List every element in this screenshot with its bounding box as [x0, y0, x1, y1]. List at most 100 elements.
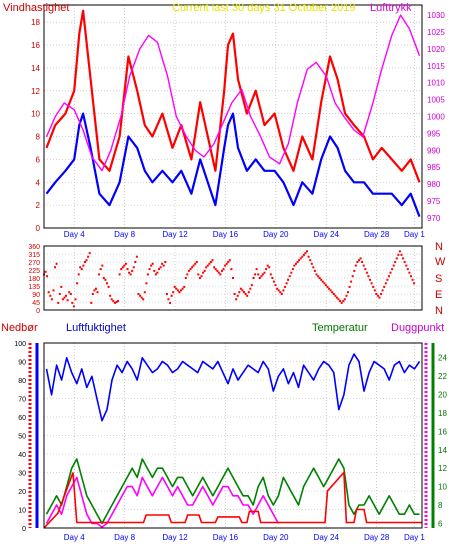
- wind-direction-point: [58, 293, 61, 295]
- wind-direction-point: [118, 273, 121, 276]
- wind-direction-point: [313, 269, 316, 272]
- y-tick-label-right: 980: [427, 180, 441, 189]
- wind-direction-point: [326, 285, 329, 288]
- precipitation-series: [43, 470, 422, 529]
- wind-direction-point: [309, 259, 312, 262]
- wind-direction-point: [169, 301, 171, 304]
- wind-direction-point: [54, 266, 56, 269]
- y-tick-label-right: 985: [427, 163, 441, 172]
- wind-direction-point: [239, 287, 242, 290]
- wind-direction-point: [307, 255, 310, 258]
- wind-direction-point: [165, 293, 168, 295]
- x-tick-label: Day 16: [213, 230, 239, 239]
- wind-direction-point: [279, 291, 282, 294]
- wind-direction-point: [115, 301, 118, 303]
- wind-direction-point: [263, 271, 266, 274]
- wind-direction-point: [134, 261, 137, 263]
- wind-direction-point: [296, 261, 299, 263]
- wind-direction-point: [373, 289, 376, 292]
- humidity-panel-x-ticks: Day 4 Day 8 Day 12 Day 16 Day 20 Day 24 Day 28…: [64, 533, 426, 542]
- wind-direction-point: [126, 268, 129, 271]
- wind-direction-point: [394, 261, 397, 263]
- wind-direction-point: [113, 301, 116, 304]
- wind-direction-point: [387, 275, 390, 278]
- wind-direction-point: [386, 278, 389, 281]
- wind-direction-point: [57, 301, 60, 304]
- y-tick-label-right: 1010: [427, 79, 445, 88]
- wind-direction-point: [123, 264, 126, 267]
- wind-direction-point: [359, 257, 362, 260]
- wind-direction-point: [189, 268, 192, 271]
- wind-direction-point: [132, 266, 135, 269]
- wind-direction-point: [91, 293, 94, 295]
- wind-panel-x-ticks: Day 4 Day 8 Day 12 Day 16 Day 20 Day 24 Day 28…: [64, 230, 426, 239]
- compass-label: N: [435, 305, 443, 317]
- wind-direction-point: [61, 298, 64, 301]
- x-tick-label: Day 1: [404, 230, 425, 239]
- wind-direction-point: [162, 264, 165, 267]
- wind-direction-point: [146, 273, 149, 276]
- wind-direction-point: [208, 262, 211, 265]
- humidity-axis-label: Luftfuktighet: [66, 322, 126, 334]
- wind-direction-point: [380, 293, 383, 295]
- wind-direction-point: [142, 298, 145, 301]
- y-tick-label: 4: [36, 178, 41, 187]
- wind-direction-point: [284, 285, 286, 288]
- wind-pressure-panel: 0 2 4 6 8 10 12 14 16 18 970 975 980 985 990 995 1000 10…: [3, 2, 445, 239]
- wind-direction-point: [154, 273, 157, 276]
- wind-direction-point: [88, 252, 91, 255]
- wind-direction-point: [254, 273, 257, 276]
- y-tick-label-right: 6: [438, 519, 443, 528]
- dew-point-series: [45, 476, 280, 528]
- wind-direction-point: [261, 273, 264, 276]
- wind-direction-point: [238, 291, 241, 294]
- wind-direction-point: [249, 287, 252, 290]
- wind-direction-point: [63, 296, 66, 299]
- y-tick-label-right: 20: [438, 391, 447, 400]
- x-tick-label: Day 12: [162, 230, 188, 239]
- y-tick-label: 40: [18, 452, 26, 459]
- x-tick-label: Day 24: [314, 230, 340, 239]
- wind-direction-point: [135, 255, 138, 258]
- temperature-axis-label: Temperatur: [312, 322, 368, 334]
- wind-direction-point: [331, 291, 334, 294]
- temperature-series: [45, 458, 420, 525]
- y-tick-label: 0: [22, 526, 26, 533]
- wind-direction-point: [76, 282, 79, 285]
- x-tick-label: Day 24: [314, 533, 340, 542]
- y-tick-label-right: 1015: [427, 62, 445, 71]
- y-tick-label-right: 24: [438, 354, 447, 363]
- wind-direction-point: [102, 277, 105, 279]
- wind-direction-point: [345, 294, 348, 297]
- x-tick-label: Day 8: [114, 533, 135, 542]
- wind-panel-plot: [45, 9, 421, 217]
- wind-direction-point: [49, 294, 52, 297]
- humidity-temperature-panel: 0 10 20 30 40 50 60 70 80 90 100 6 8 10 12 14 16 18 20 22 2…: [1, 322, 447, 542]
- wind-direction-point: [65, 294, 67, 297]
- wind-direction-point: [265, 268, 268, 271]
- wind-direction-point: [383, 285, 386, 288]
- wind-direction-point: [320, 278, 323, 281]
- wind-direction-point: [156, 271, 159, 274]
- wind-direction-point: [186, 273, 189, 276]
- wind-direction-point: [150, 264, 153, 267]
- wind-direction-point: [172, 291, 175, 294]
- wind-direction-point: [315, 273, 318, 276]
- wind-direction-point: [306, 250, 308, 253]
- wind-direction-point: [301, 255, 304, 258]
- wind-direction-point: [173, 285, 176, 288]
- wind-direction-point: [60, 285, 63, 288]
- wind-direction-point: [413, 282, 416, 285]
- y-tick-label-right: 16: [438, 427, 447, 436]
- wind-direction-point: [109, 294, 112, 297]
- wind-direction-point: [260, 275, 263, 278]
- wind-direction-point: [266, 264, 269, 267]
- y-tick-label: 270: [28, 260, 40, 267]
- wind-direction-point: [197, 273, 200, 276]
- wind-direction-point: [121, 266, 124, 269]
- direction-panel-frame: [43, 245, 423, 311]
- wind-direction-point: [187, 269, 190, 272]
- wind-direction-point: [337, 298, 340, 301]
